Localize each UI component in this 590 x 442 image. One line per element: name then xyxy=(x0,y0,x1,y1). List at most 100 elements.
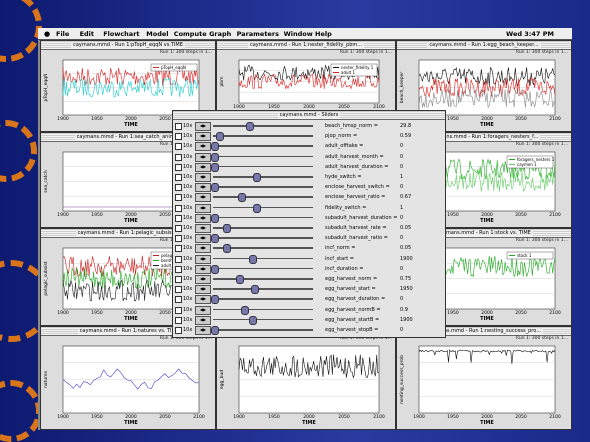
slider-row: 10x◀▶hyde_switch =1 xyxy=(175,173,445,182)
step-buttons[interactable]: ◀▶ xyxy=(195,326,211,335)
x-axis-label: TIME xyxy=(124,420,138,426)
y-axis-label: natures xyxy=(43,370,49,388)
checkbox xyxy=(175,256,182,263)
slider-row: 10x◀▶subadult_harvest_duration =0 xyxy=(175,214,445,223)
step-buttons[interactable]: ◀▶ xyxy=(195,295,211,304)
x-tick-label: 2100 xyxy=(373,414,385,420)
x-tick-label: 2050 xyxy=(515,212,527,218)
legend: stock 1 xyxy=(507,252,553,259)
slider-knob[interactable] xyxy=(236,275,244,284)
step-buttons[interactable]: ◀▶ xyxy=(195,244,211,253)
slider-knob[interactable] xyxy=(251,285,259,294)
slider-knob[interactable] xyxy=(241,306,249,315)
run-info: Run 1: 300 steps in 1... xyxy=(516,336,568,341)
step-buttons[interactable]: ◀▶ xyxy=(195,265,211,274)
menu-item[interactable]: Parameters xyxy=(237,30,279,38)
step-buttons[interactable]: ◀▶ xyxy=(195,204,211,213)
x-tick-label: 1900 xyxy=(233,414,245,420)
slider-knob[interactable] xyxy=(211,326,219,335)
slider-label: subadult_harvest_ratio = xyxy=(325,235,388,241)
slider-label: incf_norm = xyxy=(325,245,355,251)
slider-knob[interactable] xyxy=(253,204,261,213)
x-tick-label: 1950 xyxy=(447,310,459,316)
x-tick-label: 2100 xyxy=(549,212,561,218)
checkbox xyxy=(175,225,182,232)
slider-value: 0 xyxy=(400,327,403,333)
slider-row: 10x◀▶incf_norm =0.05 xyxy=(175,244,445,253)
slider-track xyxy=(213,288,313,290)
multiplier: 10x xyxy=(183,184,192,190)
slider-value: 0 xyxy=(400,266,403,272)
checkbox xyxy=(175,205,182,212)
step-buttons[interactable]: ◀▶ xyxy=(195,193,211,202)
step-buttons[interactable]: ◀▶ xyxy=(195,224,211,233)
slider-knob[interactable] xyxy=(223,244,231,253)
slider-track xyxy=(213,196,313,198)
step-buttons[interactable]: ◀▶ xyxy=(195,163,211,172)
slider-knob[interactable] xyxy=(246,122,254,131)
slider-knob[interactable] xyxy=(211,295,219,304)
slider-knob[interactable] xyxy=(253,173,261,182)
slider-knob[interactable] xyxy=(223,224,231,233)
clock: Wed 3:47 PM xyxy=(506,30,554,38)
slider-knob[interactable] xyxy=(211,142,219,151)
step-buttons[interactable]: ◀▶ xyxy=(195,234,211,243)
step-buttons[interactable]: ◀▶ xyxy=(195,132,211,141)
menu-item[interactable]: Flowchart xyxy=(103,30,139,38)
step-buttons[interactable]: ◀▶ xyxy=(195,173,211,182)
slider-knob[interactable] xyxy=(211,265,219,274)
slider-knob[interactable] xyxy=(249,316,257,325)
multiplier: 10x xyxy=(183,133,192,139)
x-axis-label: TIME xyxy=(480,420,494,426)
step-buttons[interactable]: ◀▶ xyxy=(195,122,211,131)
step-buttons[interactable]: ◀▶ xyxy=(195,183,211,192)
menu-item[interactable]: Compute xyxy=(174,30,207,38)
menu-item[interactable]: Edit xyxy=(80,30,94,38)
menu-item[interactable]: File xyxy=(56,30,69,38)
step-buttons[interactable]: ◀▶ xyxy=(195,255,211,264)
y-axis-label: nesting_success_prob xyxy=(399,355,405,404)
step-buttons[interactable]: ◀▶ xyxy=(195,153,211,162)
menu-item[interactable]: Graph xyxy=(209,30,231,38)
slider-knob[interactable] xyxy=(211,214,219,223)
slider-row: 10x◀▶pjop_norm =0.59 xyxy=(175,132,445,141)
slider-value: 0 xyxy=(400,184,403,190)
step-buttons[interactable]: ◀▶ xyxy=(195,214,211,223)
slider-knob[interactable] xyxy=(211,183,219,192)
slider-knob[interactable] xyxy=(238,193,246,202)
slider-value: 0 xyxy=(400,164,403,170)
title-bar: caymans.mmd - Run 1:pTopH_eqqN vs.TIME xyxy=(41,41,215,50)
menu-item[interactable]: Help xyxy=(315,30,332,38)
slider-knob[interactable] xyxy=(211,153,219,162)
slider-row: 10x◀▶egg_harvest_stopB =0 xyxy=(175,326,445,335)
slider-value: 0.05 xyxy=(400,245,411,251)
checkbox xyxy=(175,174,182,181)
slider-knob[interactable] xyxy=(249,255,257,264)
slider-knob[interactable] xyxy=(211,234,219,243)
slider-row: 10x◀▶enclose_harvest_ratio =0.67 xyxy=(175,193,445,202)
slider-row: 10x◀▶egg_harvest_startB =1900 xyxy=(175,316,445,325)
y-axis-label: egg_bud xyxy=(219,370,225,389)
slider-label: egg_harvest_stopB = xyxy=(325,327,378,333)
x-axis-label: TIME xyxy=(480,316,494,322)
step-buttons[interactable]: ◀▶ xyxy=(195,275,211,284)
window-title: caymans.mmd - Run 1:stock vs. TIME xyxy=(435,230,533,236)
legend: pTopH_eqqN xyxy=(151,64,197,71)
slider-value: 0 xyxy=(400,296,403,302)
x-axis-label: TIME xyxy=(480,122,494,128)
checkbox xyxy=(175,245,182,252)
slider-row: 10x◀▶egg_harvest_normB =0.9 xyxy=(175,306,445,315)
step-buttons[interactable]: ◀▶ xyxy=(195,285,211,294)
step-buttons[interactable]: ◀▶ xyxy=(195,306,211,315)
checkbox xyxy=(175,317,182,324)
step-buttons[interactable]: ◀▶ xyxy=(195,316,211,325)
menu-item[interactable]: Model xyxy=(146,30,168,38)
x-tick-label: 2100 xyxy=(549,310,561,316)
x-tick-label: 2100 xyxy=(193,414,205,420)
menu-item[interactable]: Window xyxy=(284,30,313,38)
step-buttons[interactable]: ◀▶ xyxy=(195,142,211,151)
slider-knob[interactable] xyxy=(216,132,224,141)
slider-track xyxy=(213,207,313,209)
x-axis-label: TIME xyxy=(124,218,138,224)
slider-knob[interactable] xyxy=(211,163,219,172)
